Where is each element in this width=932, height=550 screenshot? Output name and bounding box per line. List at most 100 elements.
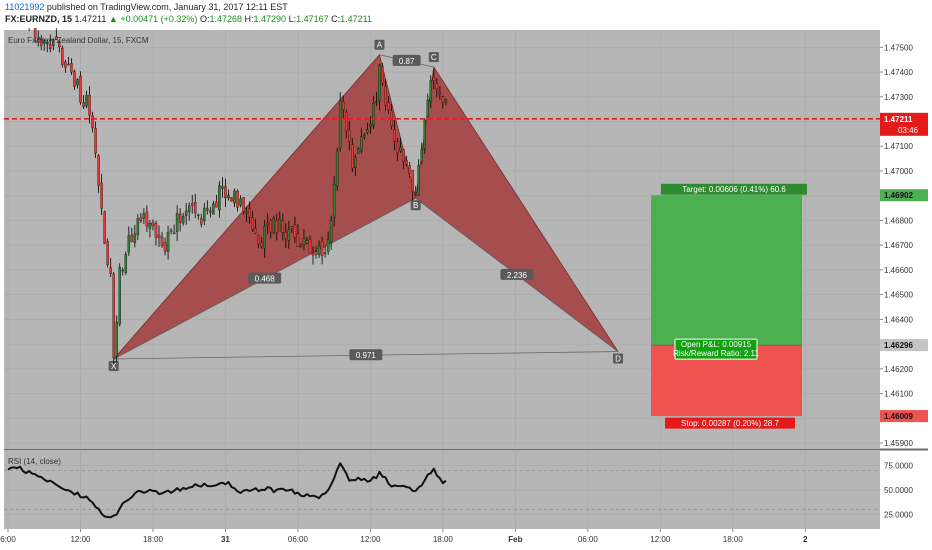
candle-body — [405, 160, 408, 165]
chart-canvas[interactable]: 1.475001.474001.473001.472001.471001.470… — [0, 28, 932, 550]
candle-body — [236, 190, 239, 208]
chart-header: 11021992 published on TradingView.com, J… — [0, 0, 932, 28]
y-tick-label: 1.46600 — [884, 266, 913, 275]
x-tick-label: 06:00 — [578, 535, 599, 544]
point-label: D — [615, 355, 621, 364]
candle-body — [296, 233, 300, 247]
entry-price-label-box — [880, 339, 928, 352]
candle-body — [423, 119, 427, 149]
point-label-box — [108, 360, 119, 371]
candle-body — [227, 194, 230, 199]
candle-body — [49, 44, 52, 50]
candle-body — [151, 222, 155, 226]
candle-body — [354, 156, 357, 168]
candle-body — [64, 61, 67, 68]
x-tick-label: 12:00 — [70, 535, 91, 544]
rsi-title: RSI (14, close) — [8, 457, 61, 466]
pnl-label-text: Open P&L: 0.00915 — [681, 340, 752, 349]
candle-body — [320, 241, 324, 257]
price-scale-background[interactable] — [880, 30, 928, 448]
candle-body — [206, 208, 209, 211]
stop-price-label-box — [880, 410, 928, 423]
x-tick-label: 18:00 — [433, 535, 454, 544]
candle-body — [260, 242, 263, 247]
candle-body — [212, 203, 215, 215]
candle-body — [203, 207, 206, 222]
candle-body — [224, 186, 227, 199]
point-label-box — [613, 353, 624, 364]
candle-body — [245, 211, 248, 214]
up-arrow-icon: ▲ — [108, 14, 118, 24]
candle-body — [311, 253, 315, 256]
stop-label-box — [665, 417, 795, 429]
ohlc-open-label: O: — [199, 14, 210, 24]
candle-body — [106, 241, 109, 265]
candle-body — [70, 63, 73, 73]
author-link[interactable]: 11021992 — [5, 2, 45, 12]
candle-body — [417, 165, 420, 196]
candle-body — [426, 99, 430, 117]
ratio-label-box — [349, 349, 383, 361]
x-tick-label: 6:00 — [0, 535, 16, 544]
candle-body — [278, 219, 282, 232]
candle-body — [100, 182, 103, 209]
candle-body — [263, 226, 266, 249]
target-zone[interactable] — [651, 195, 802, 346]
candle-body — [323, 252, 327, 254]
target-label-text: Target: 0.00606 (0.41%) 60.6 — [682, 185, 786, 194]
rsi-scale-background[interactable] — [880, 451, 928, 529]
time-axis: 6:00 12:00 18:00 31 06:00 12:00 18:00 Feb 06:00 1… — [0, 529, 808, 544]
price-change: +0.00471 (+0.32%) — [120, 14, 198, 24]
candle-body — [58, 41, 61, 48]
x-tick-label: 18:00 — [723, 535, 744, 544]
pnl-label-text: Risk/Reward Ratio: 2.11 — [673, 349, 759, 358]
candle-body — [317, 245, 321, 255]
point-label-box — [374, 39, 385, 50]
candle-body — [118, 266, 121, 325]
time-scale-background[interactable] — [4, 529, 880, 550]
candle-body — [200, 218, 203, 225]
candle-body — [230, 197, 233, 202]
candle-body — [254, 228, 257, 234]
candle-body — [314, 251, 318, 255]
stop-label-text: Stop: 0.00287 (0.20%) 28.7 — [681, 419, 779, 428]
candle-body — [332, 184, 336, 218]
x-tick-label: 2 — [803, 535, 808, 544]
candle-body — [402, 149, 405, 162]
last-price-line: 1.47211 03:46 — [4, 112, 928, 136]
candle-body — [363, 135, 366, 138]
candle-body — [375, 101, 378, 103]
candle-body — [160, 236, 164, 246]
candle-body — [420, 149, 423, 162]
candle-body — [287, 229, 291, 241]
target-price-label-box — [880, 189, 928, 202]
ohlc-high: 1.47290 — [253, 14, 287, 24]
ohlc-high-label: H: — [244, 14, 254, 24]
published-text: published on TradingView.com, January 31… — [46, 2, 288, 12]
candle-body — [166, 232, 170, 252]
candle-body — [94, 128, 97, 154]
candle-body — [357, 148, 360, 154]
rsi-axis: 75.0000 50.0000 25.0000 — [4, 462, 913, 519]
candle-body — [269, 220, 272, 233]
candle-body — [36, 39, 40, 43]
chart-title: Euro Fx/New Zealand Dollar, 15, FXCM — [8, 36, 149, 45]
candle-body — [197, 214, 200, 217]
candle-body — [82, 102, 85, 107]
ohlc-low: 1.47167 — [296, 14, 329, 24]
candle-body — [275, 220, 279, 233]
candle-body — [127, 235, 131, 253]
ohlc-low-label: L: — [288, 14, 297, 24]
candle-body — [326, 239, 330, 252]
candle-body — [130, 234, 134, 242]
y-tick-label: 1.47100 — [884, 142, 913, 151]
candle-body — [438, 91, 442, 94]
last-price-tag-text: 1.47211 — [884, 115, 913, 124]
candle-body — [369, 124, 372, 128]
x-tick-label: 18:00 — [143, 535, 164, 544]
long-position-tool[interactable]: Target: 0.00606 (0.41%) 60.6 Stop: 0.0028… — [651, 183, 928, 429]
candle-body — [351, 144, 354, 169]
ratio-label-box — [392, 54, 421, 66]
candle-body — [329, 220, 333, 243]
candle-body — [305, 240, 309, 244]
